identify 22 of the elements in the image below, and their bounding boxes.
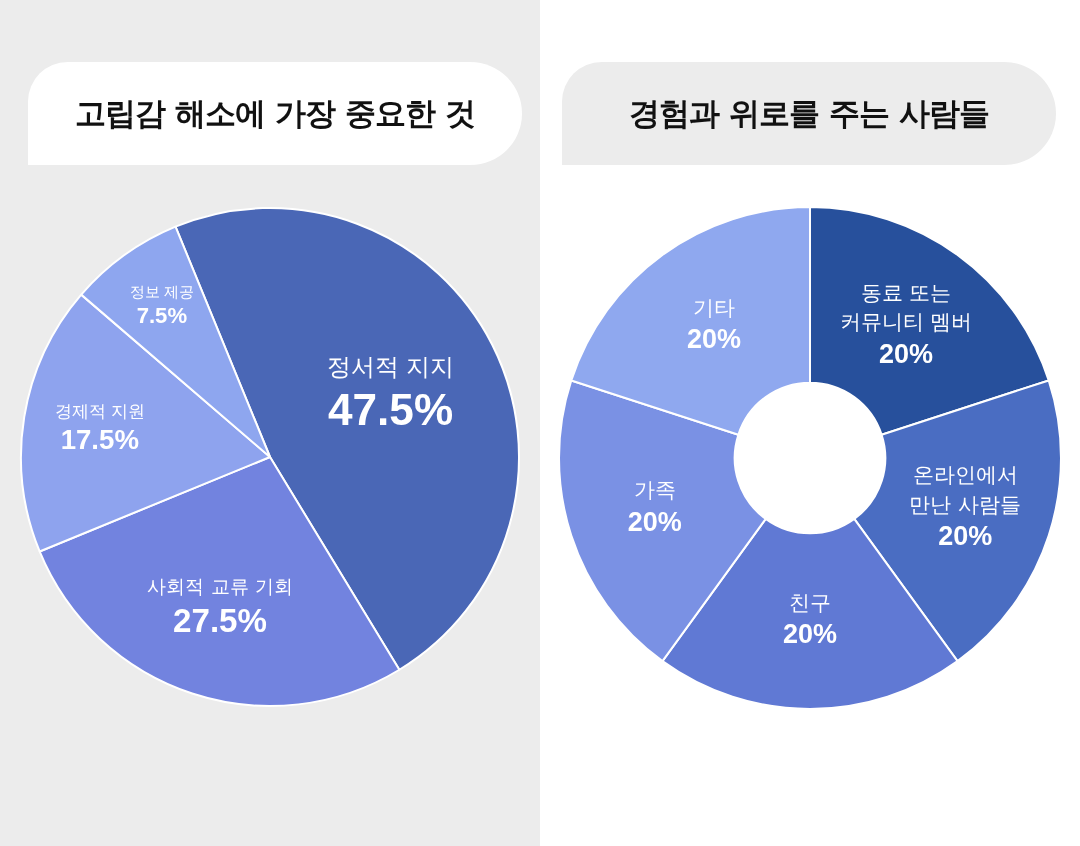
data-label: 7.5% (136, 303, 188, 329)
slice-label: 온라인에서 만난 사람들 (909, 463, 1022, 517)
slice-label: 가족 (633, 477, 676, 502)
data-label: 20% (627, 506, 682, 537)
title-banner: 경험과 위로를 주는 사람들 (562, 62, 1056, 165)
slice-label: 친구 (789, 590, 831, 615)
data-label: 20% (938, 521, 993, 552)
slice-label: 기타 (693, 295, 736, 320)
slice-label: 정보 제공 (129, 283, 195, 301)
slice-label: 동료 또는 커뮤니티 멤버 (839, 280, 973, 335)
data-label: 27.5% (173, 601, 267, 639)
chart-title: 경험과 위로를 주는 사람들 (629, 93, 989, 133)
data-label: 17.5% (60, 423, 139, 455)
title-banner: 고립감 해소에 가장 중요한 것 (28, 62, 522, 165)
slice-label: 정서적 지지 (326, 352, 455, 381)
data-label: 47.5% (328, 385, 454, 434)
data-label: 20% (687, 324, 742, 355)
slice-label: 경제적 지원 (54, 400, 145, 421)
data-label: 20% (782, 619, 838, 650)
data-label: 20% (878, 338, 933, 369)
chart-title: 고립감 해소에 가장 중요한 것 (75, 93, 475, 133)
slice-label: 사회적 교류 기회 (147, 575, 293, 599)
